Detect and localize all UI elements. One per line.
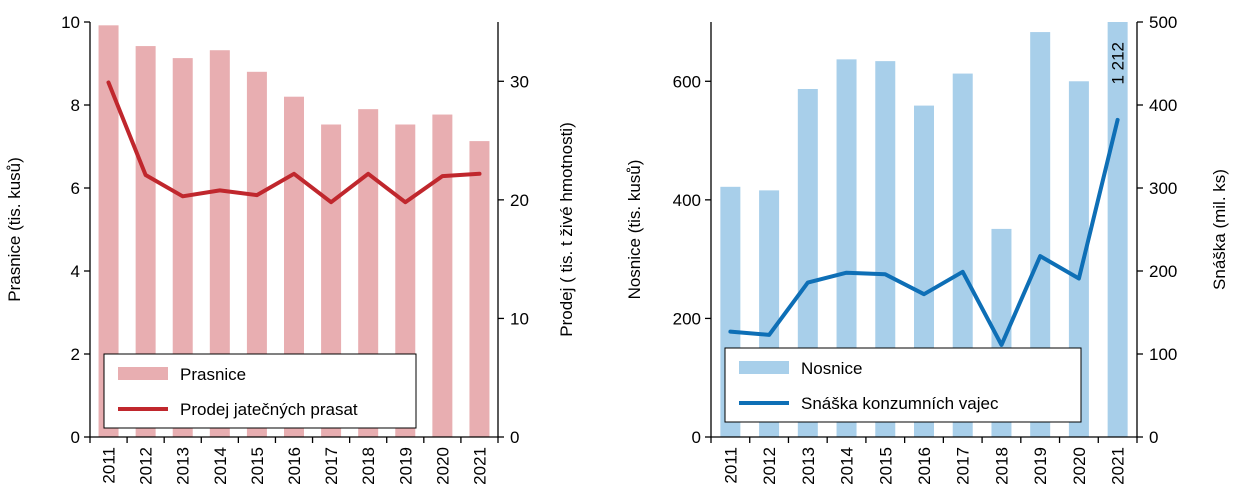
- bar-2021: [1107, 22, 1128, 437]
- legend-box: [103, 353, 417, 429]
- y-tick-label-right: 200: [1149, 262, 1177, 281]
- line-series: [728, 117, 1120, 347]
- y-tick-label-left: 10: [61, 13, 80, 32]
- y-axis-title-left: Nosnice (tis. kusů): [625, 160, 644, 300]
- chart-panel-2: 0 200 400 600 0 100 200 300 400 500 2011 2012 2013 20…: [625, 13, 1229, 485]
- x-tick-label-2016: 2016: [285, 447, 304, 485]
- chart-panel-1: 0 2 4 6 8 10 0 10 20 30 2011 2012 2013 2014 2015 2016 20…: [5, 13, 576, 485]
- legend-label-line: Prodej jatečných prasat: [180, 400, 358, 419]
- bar-2014: [209, 50, 230, 437]
- y-tick-label-left: 0: [71, 428, 80, 447]
- x-tick-label-2021: 2021: [470, 447, 489, 485]
- y-tick-label-left: 600: [673, 72, 701, 91]
- x-tick-label-2021: 2021: [1109, 447, 1128, 485]
- y-tick-label-left: 400: [673, 191, 701, 210]
- legend-box: [724, 347, 1082, 423]
- y-tick-label-right: 400: [1149, 96, 1177, 115]
- y-tick-label-left: 200: [673, 309, 701, 328]
- y-tick-label-right: 0: [1149, 428, 1158, 447]
- bar-2019: [1030, 32, 1051, 437]
- x-tick-label-2011: 2011: [100, 447, 119, 484]
- y-tick-label-left: 2: [71, 345, 80, 364]
- x-tick-label-2017: 2017: [954, 447, 973, 485]
- x-tick-label-2018: 2018: [992, 447, 1011, 485]
- y-tick-label-right: 20: [510, 191, 529, 210]
- y-tick-label-right: 0: [510, 428, 519, 447]
- bar-2014: [836, 59, 857, 437]
- legend-label-bar: Nosnice: [801, 359, 862, 378]
- y-tick-label-left: 8: [71, 96, 80, 115]
- bar-2020: [432, 114, 453, 438]
- bar-2015: [246, 71, 267, 438]
- y-axis-title-right: Snáška (mil. ks): [1210, 169, 1229, 290]
- legend: Nosnice Snáška konzumních vajec: [724, 347, 1082, 423]
- bar-2015: [875, 61, 896, 437]
- x-tick-label-2018: 2018: [359, 447, 378, 485]
- bar-2013: [172, 58, 193, 437]
- line-series: [106, 80, 482, 205]
- x-tick-label-2015: 2015: [876, 447, 895, 485]
- x-tick-label-2011: 2011: [721, 447, 740, 484]
- y-tick-label-left: 0: [692, 428, 701, 447]
- y-tick-label-left: 6: [71, 179, 80, 198]
- x-tick-label-2013: 2013: [799, 447, 818, 485]
- x-tick-label-2020: 2020: [1070, 447, 1089, 485]
- x-tick-label-2013: 2013: [174, 447, 193, 485]
- bar-2016: [284, 96, 304, 437]
- y-tick-label-left: 4: [71, 262, 80, 281]
- x-tick-label-2020: 2020: [433, 447, 452, 485]
- y-tick-label-right: 500: [1149, 13, 1177, 32]
- legend-swatch-bar: [739, 361, 789, 374]
- bar-2017: [952, 73, 973, 437]
- x-tick-label-2012: 2012: [760, 447, 779, 485]
- x-tick-label-2019: 2019: [396, 447, 415, 485]
- y-axis-title-right: Prodej ( tis. t živé hmotnosti): [557, 122, 576, 336]
- legend-label-bar: Prasnice: [180, 365, 246, 384]
- x-tick-label-2014: 2014: [211, 447, 230, 485]
- x-tick-label-2019: 2019: [1031, 447, 1050, 485]
- x-tick-label-2015: 2015: [248, 447, 267, 485]
- legend-label-line: Snáška konzumních vajec: [801, 394, 999, 413]
- bar-2021: [469, 141, 490, 438]
- y-tick-label-right: 30: [510, 72, 529, 91]
- x-tick-label-2012: 2012: [137, 447, 156, 485]
- x-tick-label-2014: 2014: [838, 447, 857, 485]
- y-tick-label-right: 10: [510, 309, 529, 328]
- data-label-2021: 1 212: [1109, 42, 1128, 85]
- legend: Prasnice Prodej jatečných prasat: [103, 353, 417, 429]
- x-tick-label-2017: 2017: [322, 447, 341, 485]
- y-tick-label-right: 300: [1149, 179, 1177, 198]
- y-axis-title-left: Prasnice (tis. kusů): [5, 157, 24, 302]
- bar-2012: [135, 46, 156, 437]
- x-tick-label-2016: 2016: [915, 447, 934, 485]
- bar-2011: [98, 25, 119, 437]
- legend-swatch-bar: [118, 367, 168, 380]
- y-tick-label-right: 100: [1149, 345, 1177, 364]
